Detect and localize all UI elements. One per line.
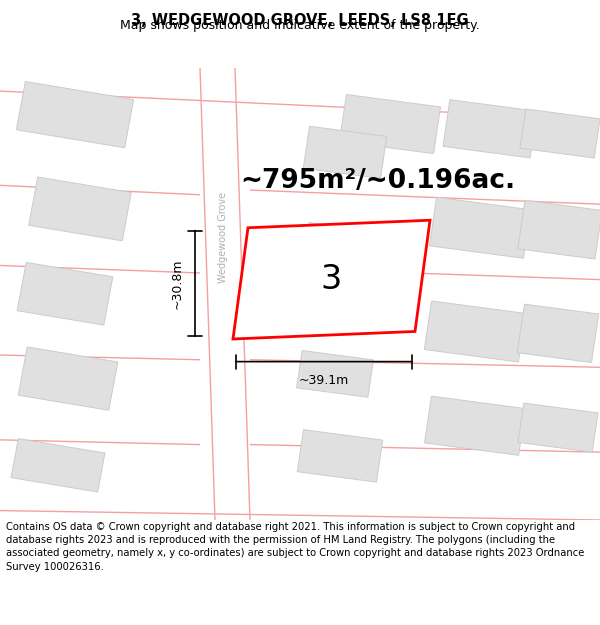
Polygon shape (443, 99, 537, 158)
Text: ~795m²/~0.196ac.: ~795m²/~0.196ac. (240, 168, 515, 194)
Polygon shape (518, 200, 600, 259)
Polygon shape (296, 351, 373, 398)
Polygon shape (303, 126, 387, 179)
Polygon shape (17, 262, 113, 325)
Text: 3, WEDGEWOOD GROVE, LEEDS, LS8 1EG: 3, WEDGEWOOD GROVE, LEEDS, LS8 1EG (131, 12, 469, 28)
Polygon shape (297, 429, 383, 482)
Polygon shape (517, 304, 599, 362)
Text: ~39.1m: ~39.1m (299, 374, 349, 387)
Text: Wedgewood Grove: Wedgewood Grove (218, 192, 228, 282)
Text: Contains OS data © Crown copyright and database right 2021. This information is : Contains OS data © Crown copyright and d… (6, 522, 584, 572)
Polygon shape (304, 222, 377, 271)
Polygon shape (518, 403, 598, 452)
Polygon shape (29, 177, 131, 241)
Polygon shape (233, 220, 430, 339)
Text: Map shows position and indicative extent of the property.: Map shows position and indicative extent… (120, 19, 480, 32)
Polygon shape (16, 81, 134, 148)
Polygon shape (424, 301, 526, 362)
Polygon shape (340, 94, 440, 154)
Polygon shape (430, 198, 530, 258)
Text: ~30.8m: ~30.8m (170, 258, 184, 309)
Polygon shape (18, 347, 118, 410)
Polygon shape (424, 396, 526, 455)
Polygon shape (520, 109, 600, 158)
Polygon shape (11, 439, 105, 492)
Text: 3: 3 (321, 263, 342, 296)
